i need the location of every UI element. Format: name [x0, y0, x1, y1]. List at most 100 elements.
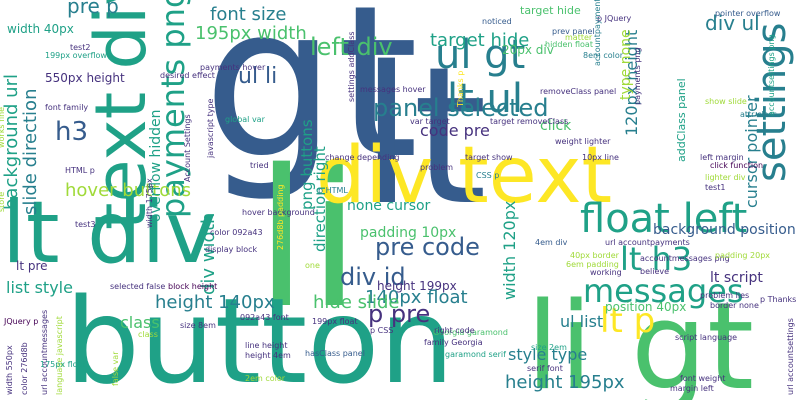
cloud-word: global var [225, 115, 266, 124]
cloud-word: Thanks p [456, 71, 465, 108]
cloud-word: payments hover [200, 63, 266, 72]
cloud-word: p HTML [318, 186, 348, 195]
cloud-word: settings addClass [347, 31, 356, 102]
cloud-word: url accountmessages [40, 310, 49, 395]
cloud-word: button [65, 272, 454, 400]
cloud-word: 276d8b padding [276, 184, 285, 250]
cloud-word: div text [316, 131, 612, 221]
cloud-word: one [305, 261, 320, 270]
cloud-word: Account Settings [183, 114, 192, 182]
cloud-word: lt pre [16, 259, 48, 273]
cloud-word: works fine [0, 107, 6, 148]
cloud-word: desired effect [160, 71, 215, 80]
cloud-word: 10px line [582, 153, 619, 162]
cloud-word: font weight [680, 374, 725, 383]
cloud-word: target show [465, 153, 513, 162]
cloud-word: removeClass panel [540, 87, 616, 96]
cloud-word: lighter div [705, 173, 746, 182]
cloud-word: size 8em [180, 321, 216, 330]
cloud-word: problem lies [700, 291, 749, 300]
cloud-word: p Thanks [760, 295, 796, 304]
cloud-word: li gt [526, 278, 754, 400]
cloud-word: float left [580, 196, 747, 242]
cloud-word: height 199px [377, 279, 457, 293]
cloud-word: test1 [705, 183, 725, 192]
cloud-word: family Georgia [424, 338, 483, 347]
cloud-word: lt p [600, 301, 655, 341]
cloud-word: var target [410, 117, 450, 126]
cloud-word: 140px float [365, 287, 468, 308]
cloud-word: 8em color [583, 51, 624, 60]
cloud-word: working [590, 268, 622, 277]
cloud-word: hasClass panel [305, 349, 365, 358]
cloud-word: 6em padding [566, 260, 619, 269]
cloud-word: color 276d8b [20, 342, 29, 395]
cloud-word: overflow hidden [148, 109, 164, 222]
cloud-word: 550px height [45, 71, 125, 85]
cloud-word: font family [45, 103, 88, 112]
cloud-word: line height [245, 341, 287, 350]
cloud-word: padding 10px [360, 225, 456, 241]
cloud-word: type none [618, 29, 634, 100]
cloud-word: serif font [527, 364, 563, 373]
cloud-word: background url [1, 74, 22, 210]
cloud-word: class [138, 330, 158, 339]
cloud-word: 175px float [40, 360, 86, 369]
cloud-word: 4em div [535, 238, 568, 247]
cloud-word: right code [434, 326, 475, 335]
cloud-word: class [120, 313, 160, 332]
cloud-word: p JQuery [597, 14, 632, 23]
cloud-word: display block [205, 245, 258, 254]
cloud-word: pre code [375, 233, 480, 261]
cloud-word: target removeClass [490, 117, 568, 126]
cloud-word: height 140px [155, 292, 275, 313]
cloud-word: width 175px [145, 178, 154, 228]
cloud-word: border none [710, 301, 759, 310]
cloud-word: show slide [705, 97, 747, 106]
cloud-word: h3 [55, 117, 88, 147]
cloud-word: store [0, 192, 6, 212]
cloud-word: hide slide [313, 292, 400, 313]
cloud-word: target hide [430, 30, 529, 51]
cloud-word: language javascript [55, 316, 64, 395]
cloud-word: height 4em [245, 351, 291, 360]
cloud-word: li [255, 129, 361, 350]
cloud-word: hidden float [545, 40, 593, 49]
cloud-word: div ul [705, 11, 760, 35]
cloud-word: pointer overflow [715, 9, 781, 18]
cloud-word: ul list [560, 312, 603, 331]
cloud-word: none cursor [347, 198, 431, 214]
cloud-word: width 40px [7, 22, 74, 36]
cloud-word: background position [653, 222, 796, 238]
cloud-word: matter [565, 33, 593, 42]
cloud-word: p CSS [370, 326, 393, 335]
cloud-word: block height [168, 282, 217, 291]
cloud-word: settings [749, 22, 795, 182]
cloud-word: 40px border [570, 251, 620, 260]
cloud-word: text div [80, 0, 162, 230]
cloud-word: 092a43 font [240, 313, 289, 322]
cloud-word: 120px height [622, 30, 641, 136]
cloud-word: CSS p [476, 171, 499, 180]
cloud-word: lt [360, 26, 487, 247]
cloud-word: lt h3 [620, 240, 692, 278]
cloud-word: pre p [67, 0, 119, 18]
cloud-word: payments png [633, 47, 642, 105]
cloud-word: div id [340, 263, 406, 291]
cloud-word: weight lighter [555, 137, 611, 146]
cloud-word: accountpayments png [593, 0, 602, 66]
cloud-word: code pre [420, 121, 490, 140]
cloud-word: style type [508, 345, 587, 364]
cloud-word: payments png [154, 0, 192, 218]
cloud-word: ul li [238, 64, 277, 89]
cloud-word: lt div [2, 183, 216, 283]
cloud-word: believe [640, 267, 669, 276]
cloud-word: accountsettings png [767, 34, 776, 116]
cloud-word: width 550px [5, 345, 14, 395]
cloud-word: click [540, 118, 572, 134]
cloud-word: selected false [110, 282, 165, 291]
cloud-word: click function [710, 161, 763, 170]
cloud-word: size 2em [531, 343, 567, 352]
cloud-word: hover buttons [65, 180, 191, 201]
